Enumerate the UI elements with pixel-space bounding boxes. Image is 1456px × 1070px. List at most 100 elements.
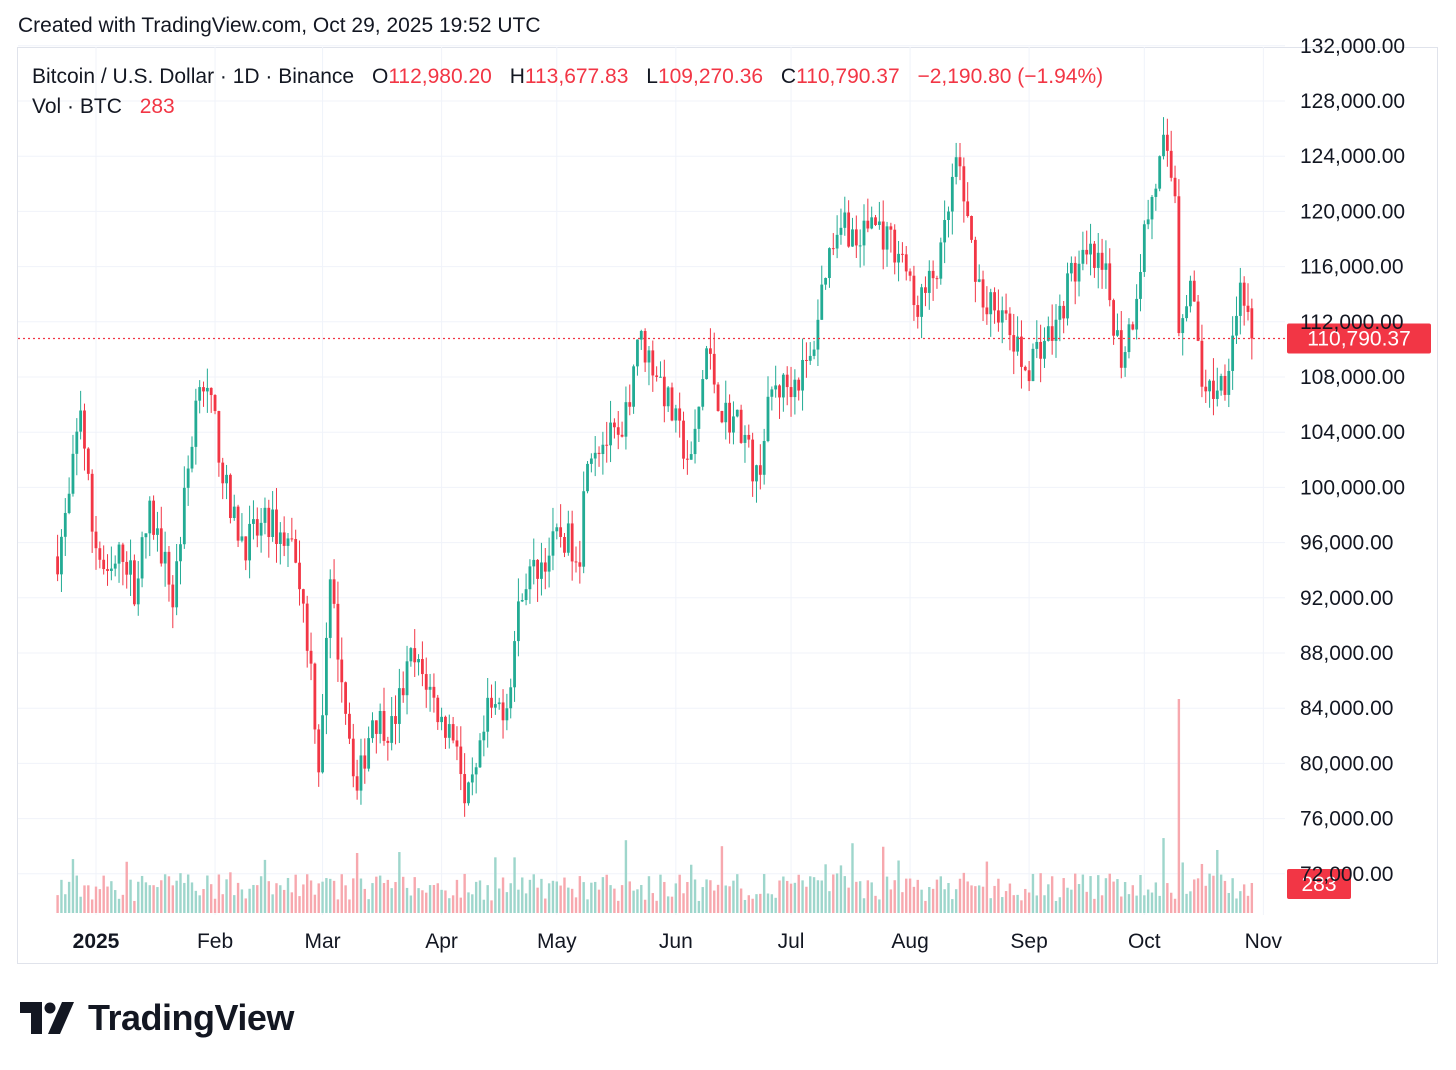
volume-bar — [1246, 895, 1250, 913]
volume-bar — [547, 883, 551, 913]
candle-body — [1112, 300, 1115, 336]
candle-body — [294, 538, 298, 563]
volume-bar — [509, 883, 512, 913]
candle — [209, 387, 213, 413]
candle — [271, 491, 275, 542]
candle — [490, 684, 493, 718]
candle-body — [647, 350, 651, 363]
candle — [421, 641, 424, 687]
volume-label[interactable]: Vol · BTC — [32, 95, 122, 118]
candle — [966, 182, 970, 218]
candle-body — [459, 746, 463, 775]
symbol-title[interactable]: Bitcoin / U.S. Dollar · 1D · Binance — [32, 65, 355, 88]
candle-body — [263, 507, 267, 523]
candle-body — [555, 527, 559, 532]
volume-bar — [1050, 876, 1054, 913]
candle-body — [662, 376, 666, 407]
candle-body — [624, 402, 628, 437]
candle-body — [824, 278, 827, 285]
volume-bar — [478, 880, 482, 913]
candle-body — [935, 278, 939, 280]
candle — [778, 384, 781, 419]
volume-bar — [862, 898, 866, 913]
volume-bar — [390, 888, 393, 913]
candle — [275, 488, 278, 563]
volume-bar — [628, 881, 631, 913]
candle — [540, 542, 543, 596]
candle-body — [259, 522, 263, 536]
candle — [524, 573, 528, 606]
volume-bar — [736, 874, 739, 913]
candle-body — [962, 166, 966, 202]
candle — [939, 237, 943, 285]
candle-body — [574, 561, 578, 563]
volume-bar — [56, 895, 59, 913]
candle — [1169, 130, 1173, 182]
volume-bar — [1235, 898, 1238, 913]
close-label: C — [780, 65, 797, 88]
candle — [156, 511, 159, 552]
candle-body — [1000, 310, 1004, 323]
candle — [689, 441, 693, 460]
volume-bar — [282, 889, 286, 913]
volume-bar — [425, 892, 428, 913]
volume-bar — [175, 880, 178, 913]
last-volume-badge — [1287, 869, 1351, 899]
candle — [735, 409, 739, 418]
candle-body — [916, 305, 920, 317]
candle-body — [482, 731, 486, 741]
candle — [440, 707, 443, 731]
volume-bar — [409, 895, 413, 913]
volume-bar — [75, 875, 78, 913]
candle-body — [152, 500, 155, 535]
candle — [954, 142, 958, 185]
candle — [313, 662, 317, 744]
candle — [874, 214, 877, 227]
candle — [720, 410, 724, 424]
candle — [824, 277, 827, 290]
candle — [666, 386, 670, 412]
candle — [528, 559, 532, 604]
candle-body — [931, 270, 935, 279]
candle — [163, 531, 167, 587]
volume-bar — [1196, 878, 1200, 913]
volume-bar — [659, 874, 662, 913]
volume-bar — [117, 898, 121, 913]
candle-body — [839, 227, 843, 235]
candle — [129, 539, 132, 596]
candle — [1135, 284, 1139, 340]
candle-body — [566, 523, 570, 553]
candle — [493, 681, 497, 715]
candle-body — [877, 221, 881, 225]
candle-body — [1231, 335, 1235, 371]
candle-body — [378, 710, 382, 734]
candle — [282, 516, 286, 557]
volume-bar — [421, 890, 424, 913]
volume-bar — [920, 889, 923, 913]
candle-body — [455, 740, 459, 747]
candle-body — [451, 724, 455, 741]
volume-bar — [1100, 895, 1104, 913]
candle-body — [467, 782, 470, 804]
candle-body — [586, 463, 589, 492]
y-tick-label: 120,000.00 — [1300, 200, 1405, 223]
volume-bar — [355, 853, 359, 913]
candle — [977, 264, 981, 283]
candle — [1096, 232, 1100, 289]
volume-bar — [386, 879, 390, 913]
candle — [1069, 256, 1073, 282]
candle-body — [413, 648, 417, 663]
volume-bar — [939, 876, 942, 913]
volume-bar — [271, 894, 274, 913]
candle-body — [651, 350, 655, 376]
volume-bar — [951, 899, 954, 913]
candle — [140, 531, 144, 588]
candle-body — [470, 774, 474, 783]
volume-bar — [1077, 884, 1081, 913]
volume-bar — [256, 885, 259, 913]
volume-bar — [759, 893, 762, 913]
volume-bar — [578, 876, 582, 913]
candle — [931, 260, 935, 301]
volume-bar — [448, 898, 451, 913]
